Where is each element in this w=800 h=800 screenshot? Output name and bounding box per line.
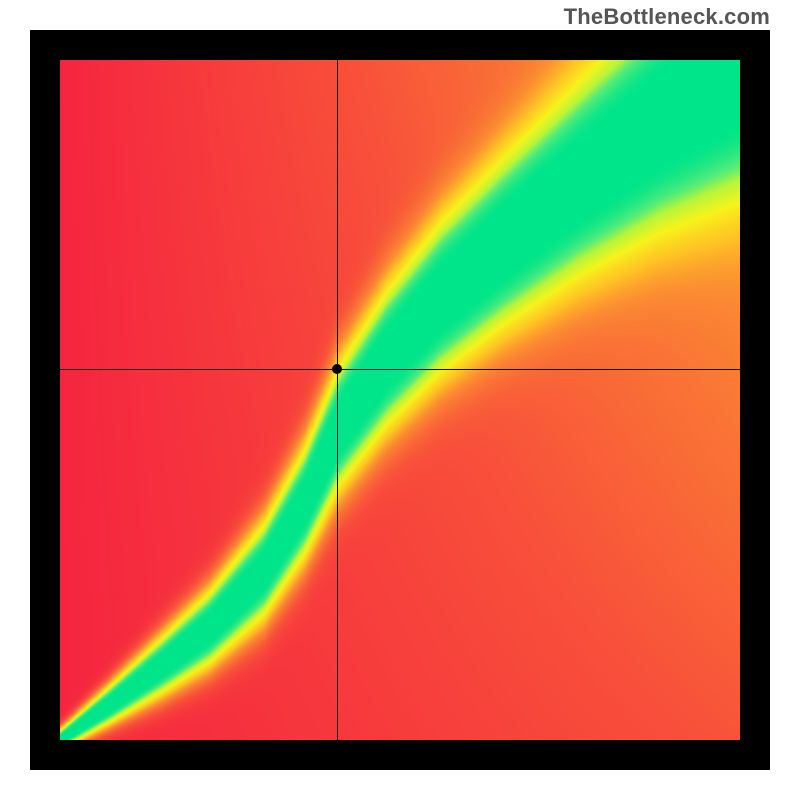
crosshair-vertical — [337, 60, 338, 740]
plot-frame — [30, 30, 770, 770]
heatmap-canvas — [60, 60, 740, 740]
crosshair-horizontal — [60, 369, 740, 370]
page-root: TheBottleneck.com — [0, 0, 800, 800]
watermark-text: TheBottleneck.com — [564, 4, 770, 30]
